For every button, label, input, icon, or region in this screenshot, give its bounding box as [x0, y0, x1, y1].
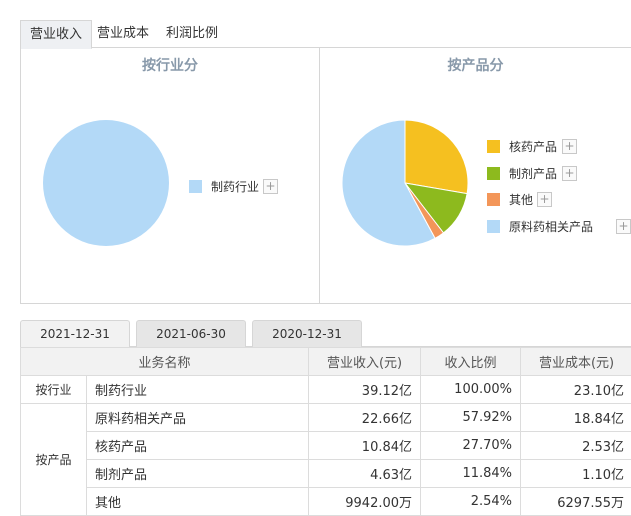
tab-cost[interactable]: 营业成本 [97, 26, 150, 41]
row-cost: 18.84亿 [520, 403, 631, 432]
legend-swatch [487, 140, 500, 153]
row-name: 制药行业 [85, 375, 310, 404]
legend-swatch [487, 220, 500, 233]
expand-plus-icon[interactable]: + [537, 192, 552, 207]
tab-date-2021-12-31[interactable]: 2021-12-31 [20, 320, 130, 347]
table-row: 制剂产品 4.63亿 11.84% 1.10亿 [21, 459, 631, 488]
legend-item-other[interactable]: 其他 + [487, 191, 631, 209]
industry-pie-chart [43, 120, 169, 246]
row-cost: 1.10亿 [520, 459, 631, 488]
row-cost: 2.53亿 [520, 431, 631, 460]
industry-chart-panel: 按行业分 制药行业 + [21, 48, 320, 303]
header-cost: 营业成本(元) [520, 347, 631, 376]
legend-label: 核药产品 [509, 140, 558, 154]
row-name: 原料药相关产品 [85, 403, 310, 432]
top-tab-bar: 营业收入 营业成本 利润比例 [20, 20, 631, 49]
row-ratio: 57.92% [420, 403, 522, 432]
table-row: 按产品 原料药相关产品 22.66亿 57.92% 18.84亿 [20, 403, 631, 516]
product-chart-title: 按产品分 [447, 58, 504, 74]
business-table: 业务名称 营业收入(元) 收入比例 营业成本(元) 按行业 制药行业 39.12… [19, 347, 631, 516]
expand-plus-icon[interactable]: + [562, 166, 577, 181]
legend-label: 其他 [509, 193, 534, 207]
legend-swatch [487, 167, 500, 180]
product-pie-chart [341, 119, 469, 247]
expand-plus-icon[interactable]: + [616, 219, 631, 234]
row-name: 核药产品 [85, 431, 310, 460]
tab-date-2021-06-30[interactable]: 2021-06-30 [136, 320, 246, 347]
row-ratio: 11.84% [420, 459, 522, 488]
row-revenue: 4.63亿 [308, 459, 422, 488]
group-label-industry: 按行业 [20, 375, 87, 404]
legend-item-pharma[interactable]: 制药行业 + [189, 178, 299, 196]
group-label-product: 按产品 [20, 403, 87, 516]
pie-slice-4[interactable] [341, 119, 436, 247]
table-row: 核药产品 10.84亿 27.70% 2.53亿 [21, 431, 631, 460]
legend-swatch [487, 193, 500, 206]
tab-date-2020-12-31[interactable]: 2020-12-31 [252, 320, 362, 347]
tab-profit-ratio[interactable]: 利润比例 [166, 26, 219, 41]
legend-label: 原料药相关产品 [509, 220, 594, 234]
tab-revenue[interactable]: 营业收入 [20, 20, 93, 49]
row-ratio: 100.00% [420, 375, 522, 404]
date-tab-bar: 2021-12-31 2021-06-30 2020-12-31 [20, 319, 631, 347]
chart-panels: 按行业分 制药行业 + 按产品分 核药产品 + 制剂产品 + [20, 48, 631, 304]
row-revenue: 22.66亿 [308, 403, 422, 432]
row-cost: 23.10亿 [520, 375, 631, 404]
product-chart-panel: 按产品分 核药产品 + 制剂产品 + 其他 + 原料药相关产品 + [320, 48, 631, 303]
industry-chart-title: 按行业分 [142, 58, 198, 74]
row-revenue: 9942.00万 [308, 487, 422, 516]
row-name: 制剂产品 [85, 459, 310, 488]
expand-plus-icon[interactable]: + [562, 139, 577, 154]
row-name: 其他 [85, 487, 310, 516]
legend-label: 制药行业 [211, 180, 260, 194]
table-row: 按行业 制药行业 39.12亿 100.00% 23.10亿 [20, 375, 631, 404]
legend-swatch [189, 180, 202, 193]
table-header-row: 业务名称 营业收入(元) 收入比例 营业成本(元) [19, 347, 631, 376]
pie-slice-1[interactable] [43, 120, 169, 246]
row-ratio: 2.54% [420, 487, 522, 516]
legend-item-formulation[interactable]: 制剂产品 + [487, 165, 631, 183]
header-business-name: 业务名称 [19, 347, 310, 376]
row-ratio: 27.70% [420, 431, 522, 460]
pie-slice-1[interactable] [404, 119, 469, 195]
legend-label: 制剂产品 [509, 167, 558, 181]
row-revenue: 10.84亿 [308, 431, 422, 460]
row-cost: 6297.55万 [520, 487, 631, 516]
legend-item-nuclear[interactable]: 核药产品 + [487, 138, 631, 156]
header-revenue: 营业收入(元) [308, 347, 422, 376]
header-ratio: 收入比例 [420, 347, 522, 376]
table-row: 其他 9942.00万 2.54% 6297.55万 [21, 487, 631, 516]
row-revenue: 39.12亿 [308, 375, 422, 404]
legend-item-api[interactable]: 原料药相关产品 + [487, 218, 631, 236]
expand-plus-icon[interactable]: + [263, 179, 278, 194]
